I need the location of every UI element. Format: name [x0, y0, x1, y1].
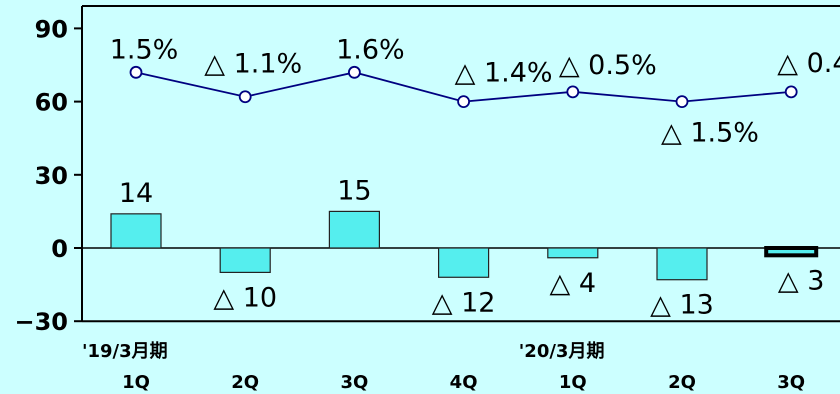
bar-data-label: △ 4 — [550, 268, 597, 299]
y-tick-label: 30 — [35, 162, 68, 190]
x-category-label: 2Q — [668, 372, 696, 393]
bar-data-label: 14 — [119, 178, 153, 209]
bar-data-label: △ 13 — [650, 290, 714, 321]
x-category-label: 4Q — [450, 372, 478, 393]
x-axis-labels: 1Q 2Q 3Q 4Q 1Q 2Q 3Q '19/3月期 '20/3月期 — [82, 341, 805, 393]
x-category-label: 2Q — [231, 372, 259, 393]
data-labels: 14 △ 10 15 △ 12 △ 4 △ 13 △ 3 1.5% △ 1.1% 1.6% △ 1.… — [110, 34, 840, 320]
bar — [764, 246, 819, 258]
x-category-label: 1Q — [122, 372, 150, 393]
bar — [547, 247, 599, 259]
y-tick-label: 90 — [35, 15, 68, 43]
line-data-label: 1.6% — [336, 34, 405, 65]
y-tick-label: 60 — [35, 89, 68, 117]
bar-data-label: △ 12 — [432, 287, 496, 318]
chart-axes: −30 0 30 60 90 — [14, 5, 840, 336]
line-point — [129, 65, 143, 79]
bar — [110, 213, 162, 249]
line-point — [566, 85, 580, 99]
line-point — [347, 65, 361, 79]
line-point — [675, 95, 689, 108]
line-data-label: △ 1.4% — [455, 58, 553, 89]
line-data-label: △ 0.4% — [777, 48, 840, 79]
line-point — [784, 85, 798, 99]
x-category-label: 3Q — [340, 372, 368, 393]
bar-data-label: △ 3 — [778, 265, 825, 296]
line-data-label: 1.5% — [110, 34, 179, 65]
bar — [656, 247, 708, 281]
line-point — [457, 95, 471, 108]
line-data-label: △ 1.1% — [204, 49, 302, 80]
bar-series — [110, 210, 819, 281]
bar-data-label: 15 — [337, 175, 371, 206]
x-category-label: 3Q — [777, 372, 805, 393]
bar — [328, 210, 380, 249]
line-data-label: △ 1.5% — [661, 118, 759, 149]
y-tick-label: 0 — [51, 235, 68, 263]
x-category-label: 1Q — [559, 372, 587, 393]
line-point — [238, 90, 252, 104]
line-data-label: △ 0.5% — [559, 50, 657, 81]
line-series — [129, 65, 798, 108]
bar — [438, 247, 490, 278]
bar — [219, 247, 271, 273]
bar-data-label: △ 10 — [213, 282, 277, 313]
y-tick-label: −30 — [14, 308, 68, 336]
x-period-label: '20/3月期 — [519, 341, 605, 362]
x-period-label: '19/3月期 — [82, 341, 168, 362]
